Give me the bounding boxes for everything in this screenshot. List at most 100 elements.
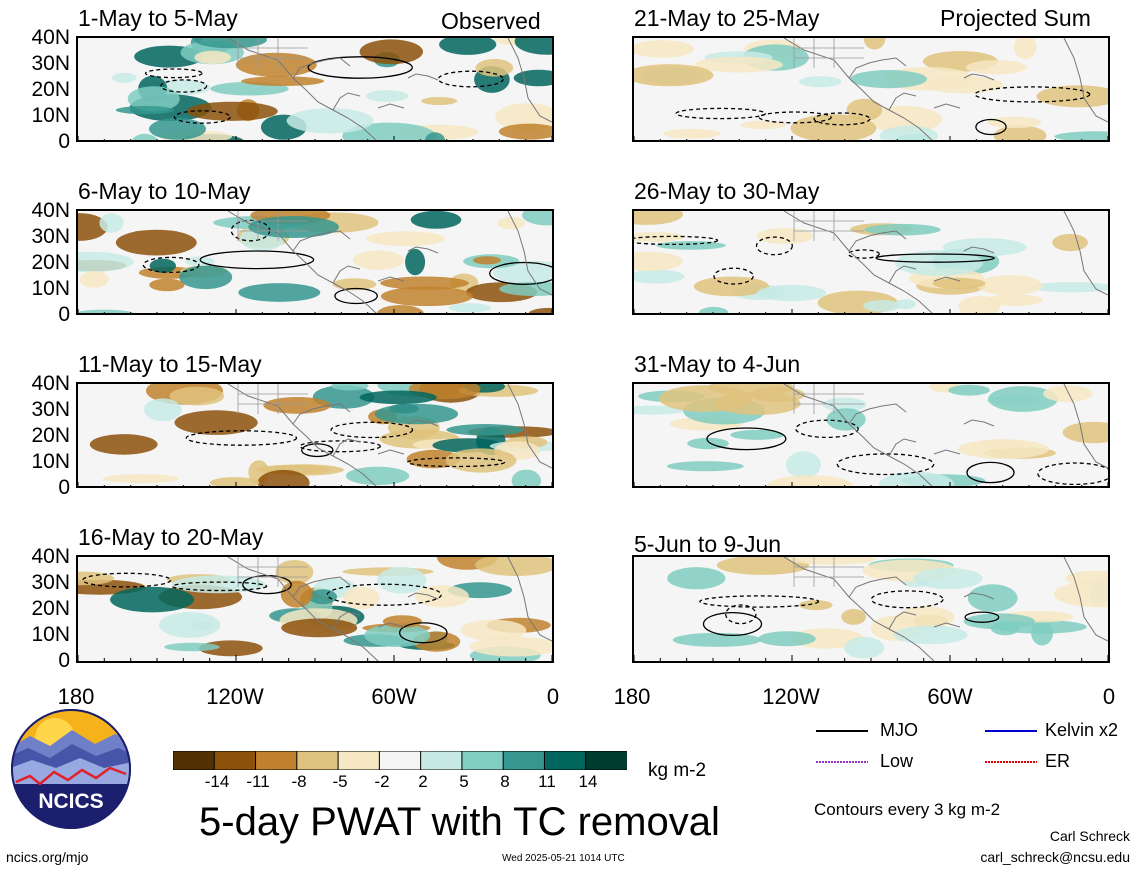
state-borders bbox=[793, 211, 864, 241]
colorbar-label: 8 bbox=[500, 772, 510, 791]
mjo-contour bbox=[398, 622, 448, 644]
footer-email: carl_schreck@ncsu.edu bbox=[980, 849, 1130, 865]
coastline bbox=[888, 92, 917, 111]
state-borders bbox=[237, 384, 308, 414]
pwat-anomaly-blob bbox=[366, 231, 445, 247]
mjo-contour bbox=[326, 583, 442, 606]
pwat-anomaly-blob bbox=[893, 625, 968, 645]
mjo-contour bbox=[702, 611, 763, 637]
pwat-anomaly-blob bbox=[767, 475, 854, 486]
coastline bbox=[933, 622, 961, 628]
pwat-anomaly-blob bbox=[850, 70, 927, 89]
pwat-anomaly-blob bbox=[186, 101, 278, 121]
mjo-contour bbox=[299, 440, 381, 453]
pwat-anomaly-blob bbox=[634, 40, 694, 58]
lat-tick-label: 30N bbox=[31, 571, 70, 594]
pwat-anomaly-blob bbox=[257, 469, 310, 486]
state-borders bbox=[793, 384, 864, 414]
pwat-anomaly-blob bbox=[286, 108, 374, 134]
pwat-anomaly-blob bbox=[948, 384, 990, 396]
pwat-anomaly-blob bbox=[716, 557, 809, 575]
pwat-anomaly-blob bbox=[667, 567, 726, 590]
pwat-anomaly-blob bbox=[913, 567, 983, 590]
lon-tick-label: 180 bbox=[57, 684, 95, 709]
pwat-anomaly-blob bbox=[863, 38, 886, 50]
colorbar-swatch bbox=[172, 750, 216, 771]
legend-label-er: ER bbox=[1045, 751, 1071, 771]
pwat-anomaly-blob bbox=[179, 265, 233, 290]
pwat-anomaly-blob bbox=[78, 571, 114, 586]
pwat-anomaly-blob bbox=[382, 615, 422, 628]
pwat-anomaly-blob bbox=[1054, 131, 1108, 140]
mjo-contour bbox=[755, 236, 793, 256]
colorbar-swatch bbox=[461, 750, 505, 771]
mjo-contour bbox=[966, 461, 1015, 484]
map-canvas bbox=[78, 557, 552, 661]
state-borders bbox=[237, 38, 308, 68]
pwat-anomaly-blob bbox=[343, 586, 380, 610]
lat-tick-label: 40N bbox=[31, 26, 70, 49]
pwat-anomaly-blob bbox=[169, 386, 225, 406]
coastline bbox=[332, 92, 361, 111]
pwat-anomaly-blob bbox=[499, 282, 552, 296]
colorbar-label: 14 bbox=[578, 772, 598, 791]
pwat-anomaly-blob bbox=[957, 439, 1050, 459]
mjo-contour bbox=[406, 457, 506, 468]
map-panel-projected-3 bbox=[632, 382, 1110, 488]
mjo-contour bbox=[301, 443, 334, 458]
pwat-anomaly-blob bbox=[448, 303, 492, 313]
lat-tick-label: 0 bbox=[58, 130, 70, 153]
mjo-contour bbox=[758, 111, 832, 124]
pwat-anomaly-blob bbox=[364, 623, 431, 647]
pwat-anomaly-blob bbox=[894, 299, 916, 309]
pwat-anomaly-blob bbox=[127, 86, 180, 112]
panel-title-left-3: 11-May to 15-May bbox=[78, 351, 262, 377]
map-panel-observed-3 bbox=[76, 382, 554, 488]
mjo-contour bbox=[836, 453, 935, 476]
projected-label: Projected Sum bbox=[940, 5, 1091, 31]
pwat-anomaly-blob bbox=[235, 52, 317, 77]
pwat-anomaly-blob bbox=[475, 59, 514, 77]
pwat-anomaly-blob bbox=[658, 385, 752, 412]
pwat-anomaly-blob bbox=[194, 50, 232, 64]
lon-tick-label: 60W bbox=[371, 684, 417, 709]
map-panel-projected-2 bbox=[632, 209, 1110, 315]
mjo-contour bbox=[634, 235, 719, 246]
pwat-anomaly-blob bbox=[174, 410, 258, 435]
lat-tick-label: 0 bbox=[58, 303, 70, 326]
coastline bbox=[963, 246, 995, 254]
coastline bbox=[227, 384, 377, 486]
pwat-anomaly-blob bbox=[758, 631, 816, 647]
coastline bbox=[783, 557, 935, 661]
panel-title-right-4: 5-Jun to 9-Jun bbox=[634, 531, 782, 557]
coastline bbox=[407, 73, 439, 81]
pwat-anomaly-blob bbox=[826, 408, 866, 431]
mjo-contour bbox=[699, 595, 820, 608]
map-canvas bbox=[634, 557, 1108, 661]
pwat-anomaly-blob bbox=[988, 386, 1058, 412]
pwat-anomaly-blob bbox=[115, 229, 197, 256]
coastline bbox=[1063, 211, 1108, 296]
panel-title-left-4: 16-May to 20-May bbox=[78, 524, 264, 550]
mjo-contour bbox=[160, 79, 208, 93]
pwat-anomaly-blob bbox=[977, 275, 1043, 296]
pwat-anomaly-blob bbox=[374, 403, 459, 425]
map-canvas bbox=[78, 384, 552, 486]
coastline bbox=[332, 438, 361, 457]
pwat-anomaly-blob bbox=[149, 258, 176, 273]
pwat-anomaly-blob bbox=[424, 132, 446, 140]
mjo-contour bbox=[974, 86, 1091, 103]
coastline bbox=[407, 592, 439, 600]
pwat-anomaly-blob bbox=[352, 250, 404, 270]
pwat-anomaly-blob bbox=[522, 211, 552, 226]
coastline bbox=[292, 576, 351, 598]
coastline bbox=[1063, 557, 1108, 642]
coastline bbox=[227, 211, 377, 313]
colorbar-units: kg m-2 bbox=[648, 760, 707, 781]
pwat-anomaly-blob bbox=[332, 278, 377, 291]
pwat-anomaly-blob bbox=[895, 250, 983, 276]
pwat-anomaly-blob bbox=[1053, 580, 1108, 608]
mjo-contour bbox=[964, 611, 1000, 623]
legend-line-er bbox=[985, 761, 1037, 763]
coastline bbox=[888, 438, 917, 457]
